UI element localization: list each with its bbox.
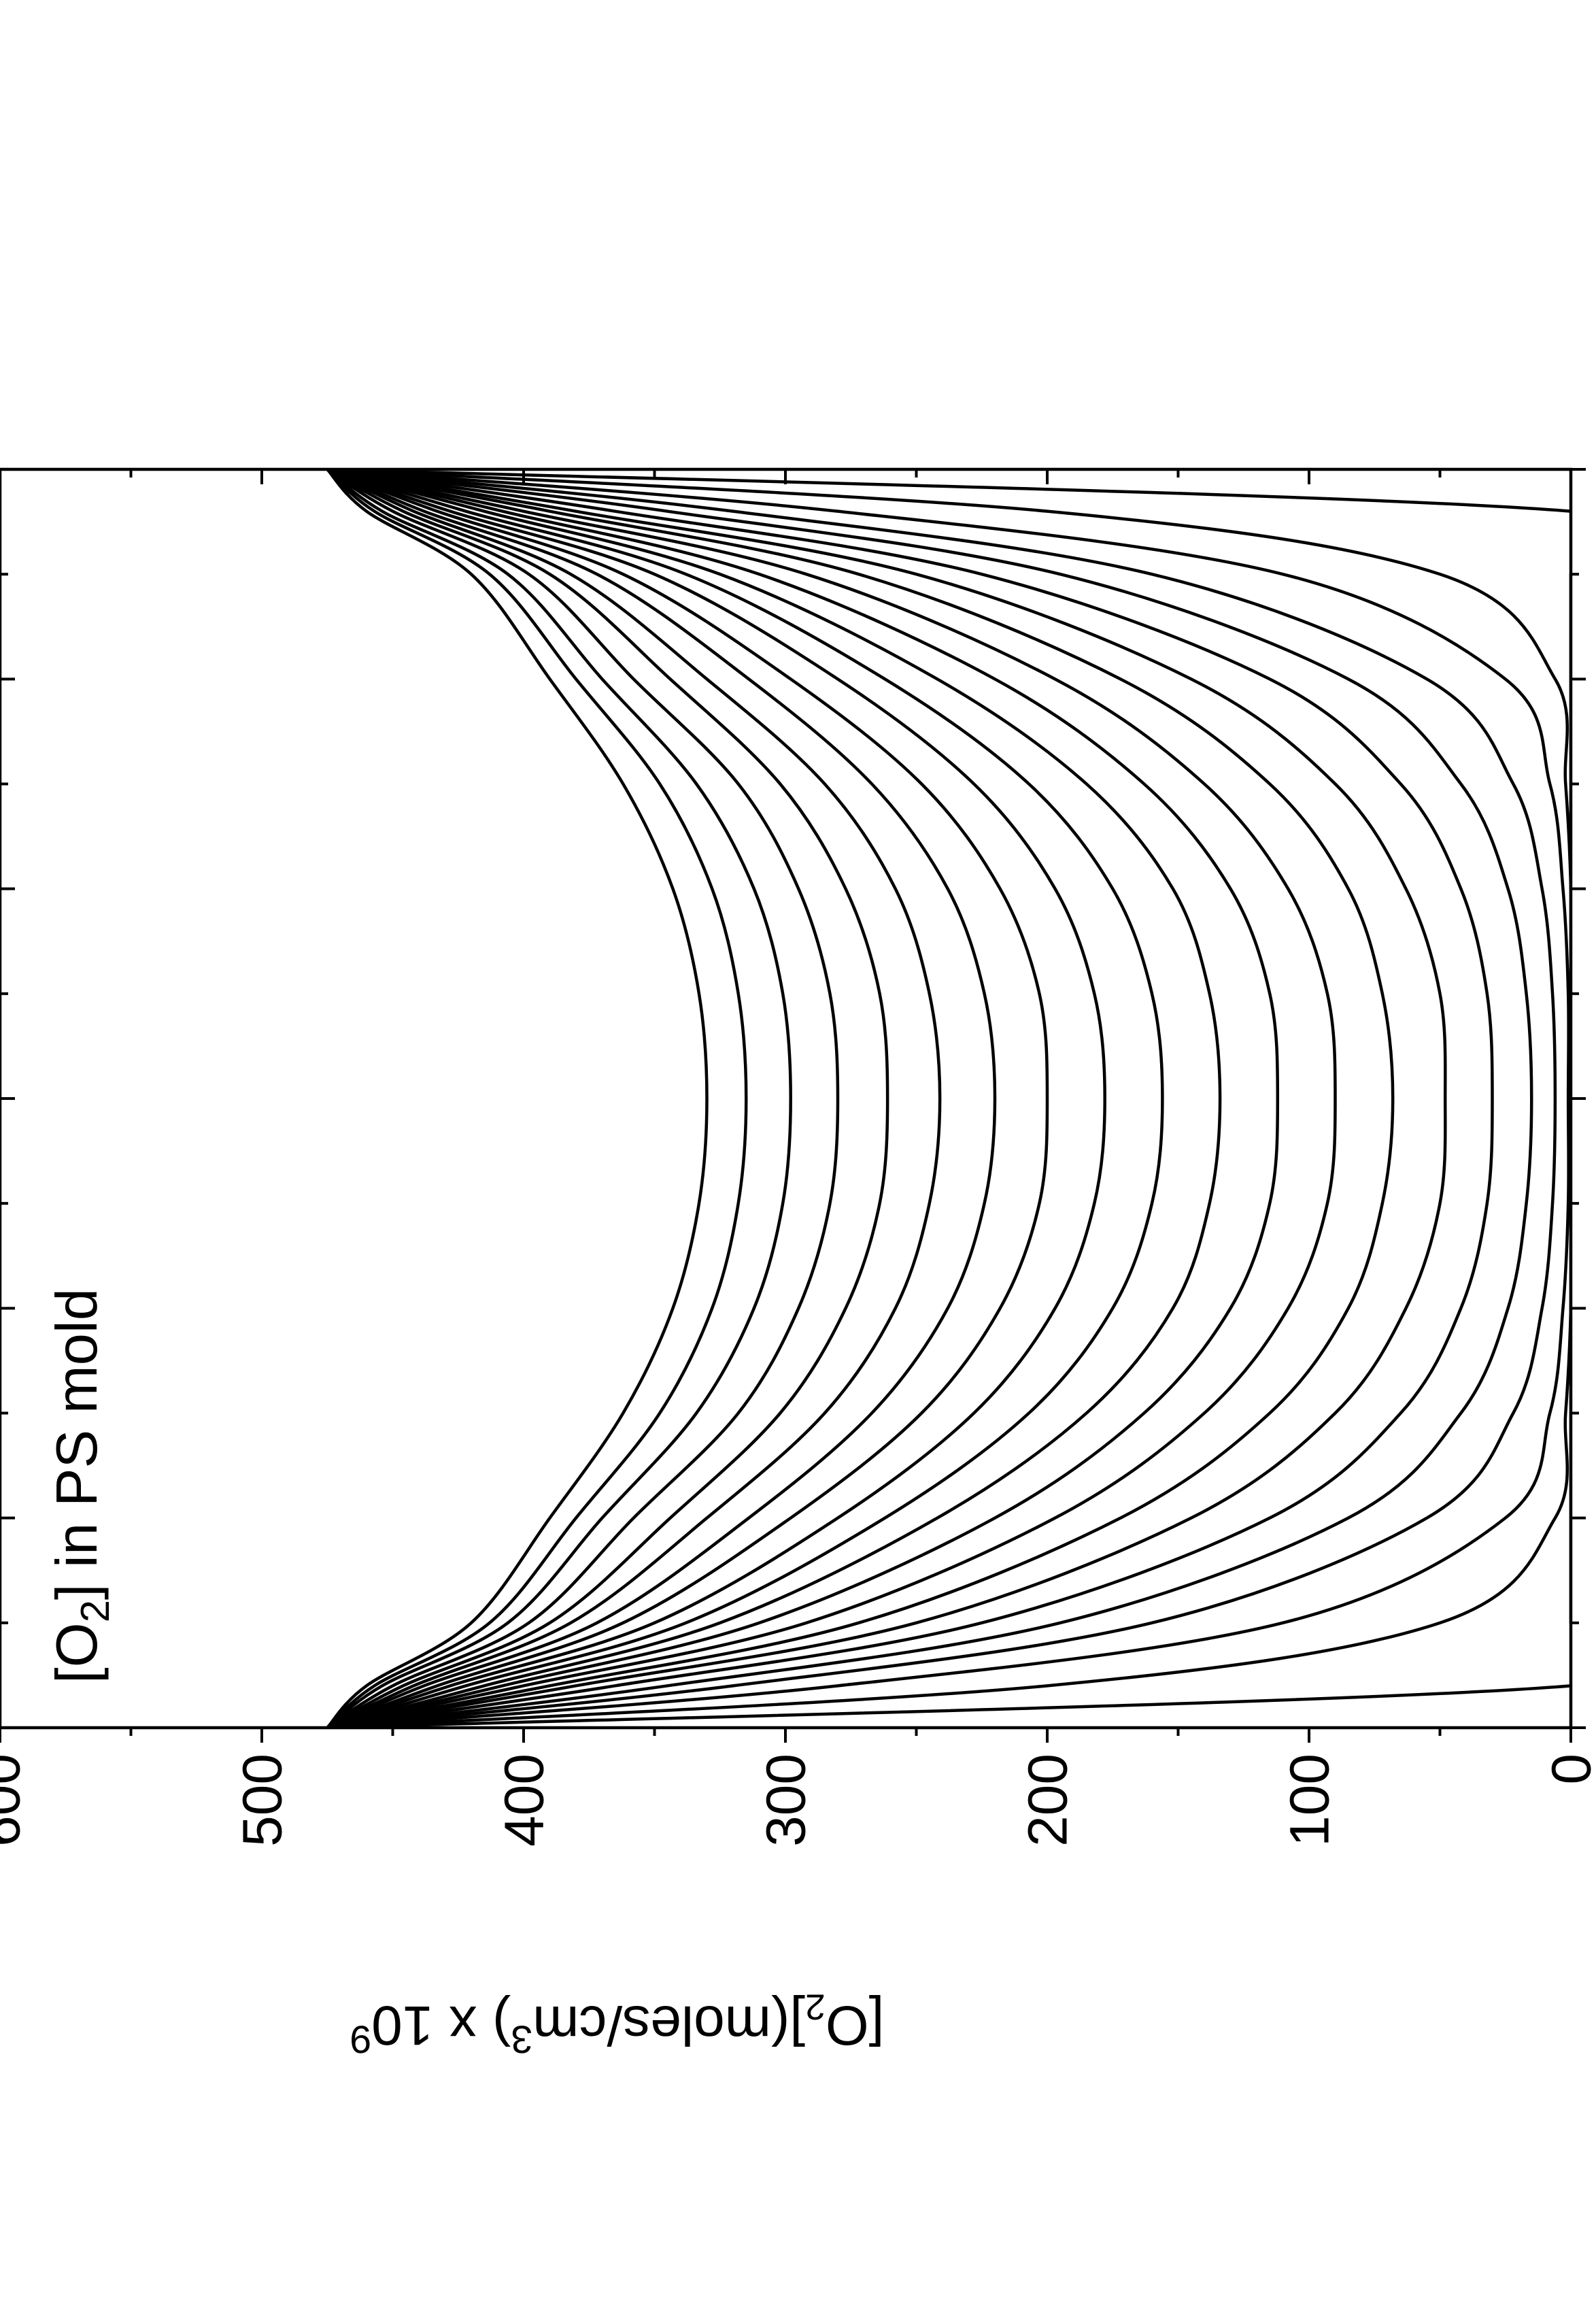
y-tick-label: 200: [1017, 1754, 1079, 1847]
y-label-mid2: ) x 10: [371, 1994, 511, 2056]
y-tick-label: 400: [494, 1754, 556, 1847]
y-label-prefix: [O: [826, 1994, 885, 2056]
y-tick-label: 300: [755, 1754, 817, 1847]
series-line: [327, 469, 1335, 1728]
y-label-sub1: 2: [805, 1987, 826, 2027]
series-line: [327, 469, 1568, 1728]
series-group: [327, 469, 1596, 1728]
annot-suffix: ] in PS mold: [45, 1288, 109, 1600]
series-line: [327, 469, 1278, 1728]
series-line: [327, 469, 1531, 1728]
chart-panel: FIG. 1 -0.3-0.2-0.10.00.10.20.3010020030…: [0, 258, 1596, 2054]
y-label-sup2: 9: [350, 2017, 371, 2060]
y-tick-label: 600: [0, 1754, 32, 1847]
y-label-mid: ](moles/cm: [532, 1994, 805, 2056]
y-label-sup1: 3: [511, 2017, 532, 2060]
page-root: FIG. 1 -0.3-0.2-0.10.00.10.20.3010020030…: [0, 0, 1596, 2312]
series-line: [327, 469, 1104, 1728]
y-tick-label: 500: [232, 1754, 294, 1847]
series-line: [327, 469, 1492, 1728]
chart-svg: -0.3-0.2-0.10.00.10.20.30100200300400500…: [0, 258, 1596, 2054]
y-tick-label: 0: [1541, 1754, 1596, 1785]
in-plot-annotation: [O2] in PS mold: [44, 1288, 118, 1683]
series-line: [327, 469, 1220, 1728]
annot-sub: 2: [72, 1600, 118, 1622]
series-line: [327, 469, 995, 1728]
annot-prefix: [O: [45, 1622, 109, 1683]
y-tick-label: 100: [1279, 1754, 1341, 1847]
series-line: [327, 469, 1596, 1728]
series-line: [327, 469, 1393, 1728]
